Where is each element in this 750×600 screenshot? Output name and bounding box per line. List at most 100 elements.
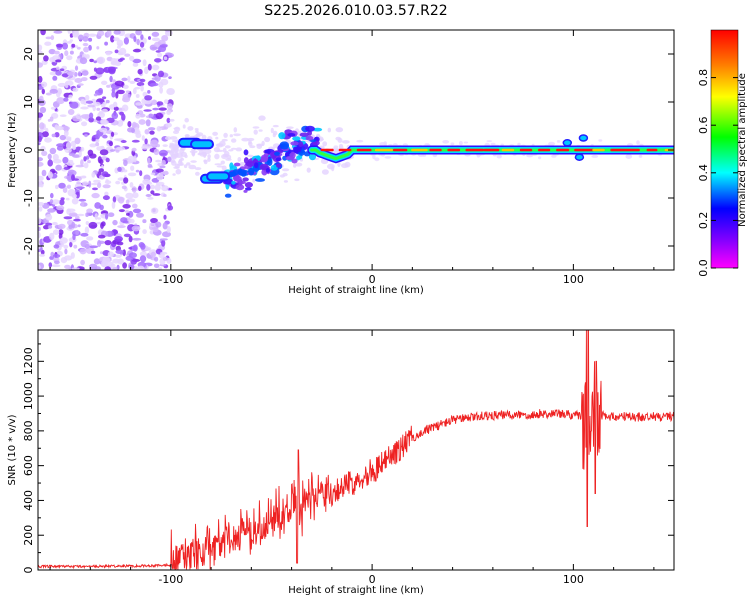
noise-speckle xyxy=(123,177,129,184)
noise-speckle xyxy=(39,253,46,257)
tone-disturbance xyxy=(574,153,585,161)
noise-speckle xyxy=(126,212,130,216)
noise-speckle xyxy=(101,221,106,227)
noise-speckle xyxy=(104,180,112,185)
noise-speckle xyxy=(56,97,65,105)
noise-speckle xyxy=(156,101,164,106)
noise-speckle xyxy=(526,154,533,158)
noise-speckle xyxy=(85,94,90,101)
noise-speckle xyxy=(216,165,224,168)
noise-speckle xyxy=(102,96,107,100)
noise-speckle xyxy=(500,143,504,147)
noise-speckle xyxy=(93,179,101,183)
noise-speckle xyxy=(207,154,211,159)
noise-speckle xyxy=(91,182,98,186)
scatter-blob xyxy=(274,151,280,156)
noise-speckle xyxy=(194,128,199,131)
noise-speckle xyxy=(127,93,131,98)
noise-speckle xyxy=(128,218,135,224)
y-tick-label: 0 xyxy=(22,567,35,574)
noise-speckle xyxy=(121,77,128,82)
noise-speckle xyxy=(65,197,70,201)
noise-speckle xyxy=(147,157,151,165)
noise-speckle xyxy=(113,101,118,108)
noise-speckle xyxy=(356,139,364,143)
noise-speckle xyxy=(151,77,158,80)
noise-speckle xyxy=(72,178,79,181)
noise-speckle xyxy=(64,147,72,153)
x-tick-label: 100 xyxy=(563,273,584,286)
scatter-blob xyxy=(232,169,239,176)
noise-speckle xyxy=(52,75,58,81)
noise-speckle xyxy=(38,62,43,68)
noise-speckle xyxy=(78,150,82,158)
noise-speckle xyxy=(81,175,87,179)
noise-speckle xyxy=(101,80,108,86)
noise-speckle xyxy=(127,172,137,177)
noise-speckle xyxy=(160,171,165,175)
noise-speckle xyxy=(117,177,125,181)
noise-speckle xyxy=(129,80,136,85)
noise-speckle xyxy=(137,68,143,75)
noise-speckle xyxy=(74,65,79,71)
noise-speckle xyxy=(147,90,151,94)
noise-speckle xyxy=(168,76,172,79)
y-tick-label: 400 xyxy=(22,490,35,511)
noise-speckle xyxy=(286,126,294,129)
noise-speckle xyxy=(99,149,109,156)
noise-speckle xyxy=(76,186,85,189)
noise-speckle xyxy=(591,154,599,158)
noise-speckle xyxy=(110,131,115,137)
noise-speckle xyxy=(41,81,48,88)
noise-speckle xyxy=(68,94,73,99)
x-tick-label: 0 xyxy=(369,273,376,286)
noise-speckle xyxy=(107,251,114,258)
noise-speckle xyxy=(163,194,167,197)
noise-speckle xyxy=(139,78,146,83)
noise-speckle xyxy=(55,164,62,171)
noise-speckle xyxy=(76,46,81,50)
scatter-blob xyxy=(285,156,295,161)
noise-speckle xyxy=(158,107,167,111)
noise-speckle xyxy=(195,171,200,176)
noise-speckle xyxy=(75,229,80,236)
noise-speckle xyxy=(147,163,153,168)
scatter-blob xyxy=(235,184,245,191)
noise-speckle xyxy=(154,256,159,262)
noise-speckle xyxy=(88,221,98,229)
noise-speckle xyxy=(140,34,144,40)
noise-speckle xyxy=(136,82,145,87)
noise-speckle xyxy=(212,131,219,136)
noise-speckle xyxy=(112,266,118,270)
noise-speckle xyxy=(598,139,603,142)
noise-speckle xyxy=(66,41,73,44)
noise-speckle xyxy=(56,145,64,151)
noise-speckle xyxy=(74,137,81,145)
noise-speckle xyxy=(463,141,469,144)
noise-speckle xyxy=(342,140,350,144)
noise-speckle xyxy=(61,73,69,78)
colorbar-tick-label: 0.0 xyxy=(697,259,710,277)
noise-speckle xyxy=(158,149,168,157)
noise-speckle xyxy=(87,104,96,108)
noise-speckle xyxy=(102,195,110,201)
noise-speckle xyxy=(166,103,173,110)
noise-speckle xyxy=(161,35,169,42)
noise-speckle xyxy=(335,136,342,141)
scatter-blob xyxy=(292,136,301,141)
noise-speckle xyxy=(216,149,224,152)
noise-speckle xyxy=(97,182,102,189)
noise-speckle xyxy=(111,201,116,209)
noise-speckle xyxy=(52,158,62,164)
noise-speckle xyxy=(165,136,172,141)
noise-speckle xyxy=(80,146,85,152)
noise-speckle xyxy=(57,88,62,95)
snr-xlabel: Height of straight line (km) xyxy=(288,585,424,596)
noise-speckle xyxy=(241,137,250,142)
noise-speckle xyxy=(138,119,146,125)
noise-speckle xyxy=(91,171,96,178)
noise-speckle xyxy=(104,266,111,270)
noise-speckle xyxy=(117,196,125,204)
noise-speckle xyxy=(50,192,54,199)
noise-speckle xyxy=(111,91,116,98)
